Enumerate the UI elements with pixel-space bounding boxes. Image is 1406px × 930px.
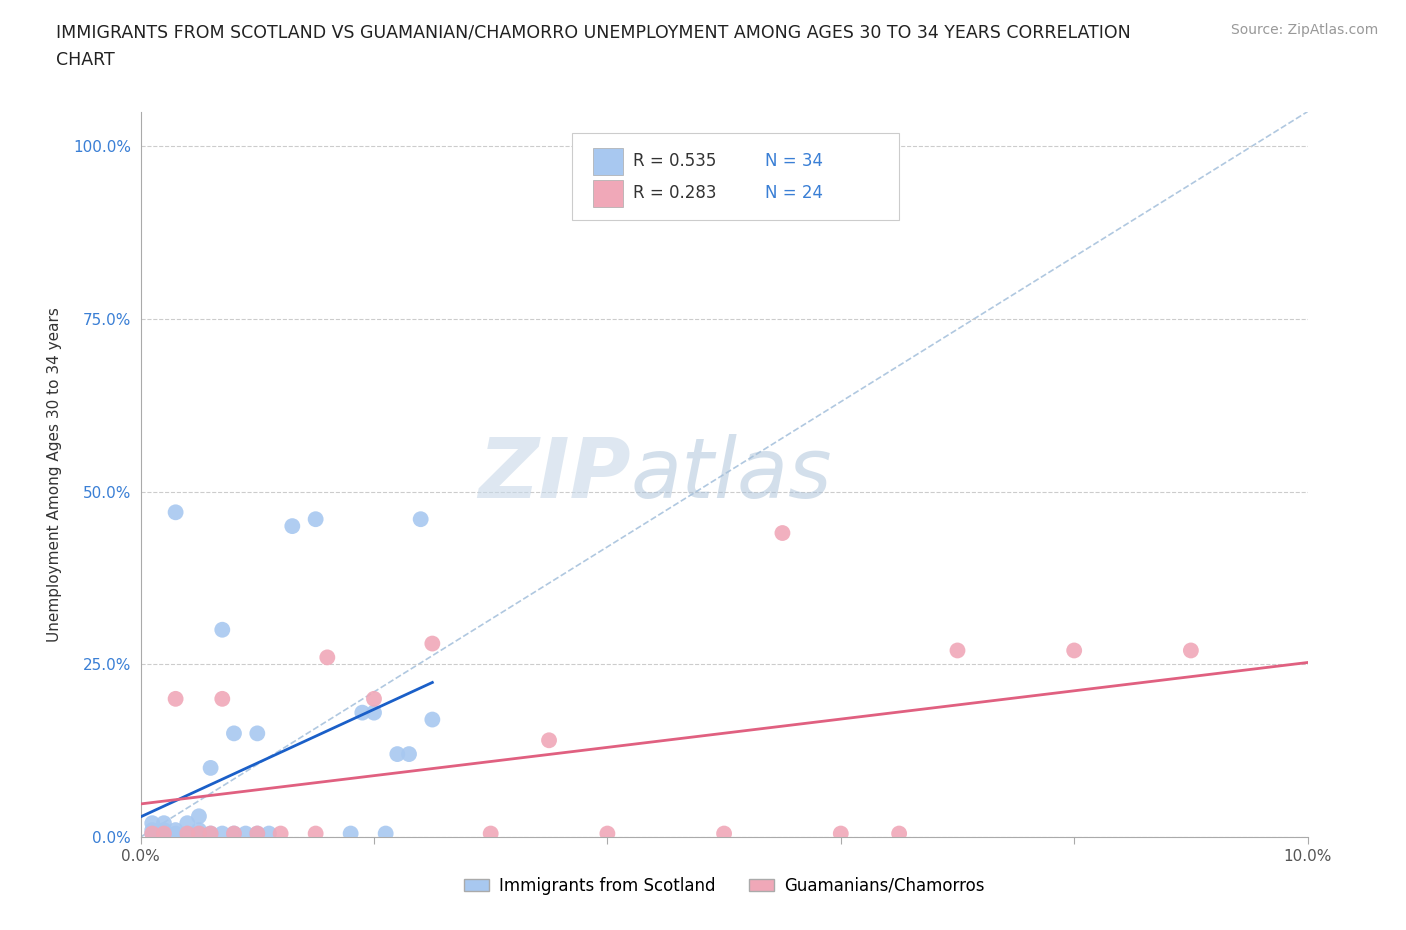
Point: [363, 691, 385, 706]
Point: [422, 636, 444, 651]
Point: [305, 826, 328, 841]
Point: [211, 691, 233, 706]
Text: atlas: atlas: [631, 433, 832, 515]
Point: [165, 691, 187, 706]
Point: [235, 826, 257, 841]
Point: [387, 747, 409, 762]
Point: [538, 733, 561, 748]
Point: [176, 826, 198, 841]
Point: [374, 826, 396, 841]
Point: [200, 826, 222, 841]
Point: [339, 826, 361, 841]
Legend: Immigrants from Scotland, Guamanians/Chamorros: Immigrants from Scotland, Guamanians/Cha…: [457, 870, 991, 901]
Point: [305, 512, 328, 526]
Point: [409, 512, 432, 526]
Point: [1063, 643, 1085, 658]
Point: [141, 823, 163, 838]
Point: [222, 826, 245, 841]
Point: [246, 826, 269, 841]
Point: [141, 816, 163, 830]
Point: [200, 761, 222, 776]
FancyBboxPatch shape: [593, 148, 623, 176]
Text: CHART: CHART: [56, 51, 115, 69]
Point: [246, 826, 269, 841]
Point: [246, 726, 269, 741]
Point: [141, 826, 163, 841]
Point: [153, 823, 176, 838]
Point: [165, 505, 187, 520]
Point: [889, 826, 911, 841]
Point: [211, 622, 233, 637]
Point: [596, 826, 619, 841]
Point: [398, 747, 420, 762]
Point: [165, 826, 187, 841]
Point: [200, 826, 222, 841]
Point: [363, 705, 385, 720]
Point: [270, 826, 292, 841]
Point: [352, 705, 374, 720]
Text: R = 0.283: R = 0.283: [633, 184, 717, 202]
FancyBboxPatch shape: [593, 179, 623, 207]
Point: [772, 525, 794, 540]
Text: IMMIGRANTS FROM SCOTLAND VS GUAMANIAN/CHAMORRO UNEMPLOYMENT AMONG AGES 30 TO 34 : IMMIGRANTS FROM SCOTLAND VS GUAMANIAN/CH…: [56, 23, 1130, 41]
Point: [188, 826, 211, 841]
Point: [713, 826, 735, 841]
Point: [141, 826, 163, 841]
Point: [176, 816, 198, 830]
Point: [153, 826, 176, 841]
FancyBboxPatch shape: [572, 133, 900, 220]
Point: [281, 519, 304, 534]
Y-axis label: Unemployment Among Ages 30 to 34 years: Unemployment Among Ages 30 to 34 years: [46, 307, 62, 642]
Point: [222, 826, 245, 841]
Point: [153, 826, 176, 841]
Point: [830, 826, 852, 841]
Point: [188, 826, 211, 841]
Point: [176, 826, 198, 841]
Point: [165, 823, 187, 838]
Point: [188, 809, 211, 824]
Point: [1180, 643, 1202, 658]
Text: Source: ZipAtlas.com: Source: ZipAtlas.com: [1230, 23, 1378, 37]
Point: [946, 643, 969, 658]
Point: [422, 712, 444, 727]
Text: ZIP: ZIP: [478, 433, 631, 515]
Point: [257, 826, 280, 841]
Point: [222, 726, 245, 741]
Point: [188, 823, 211, 838]
Point: [479, 826, 502, 841]
Text: R = 0.535: R = 0.535: [633, 152, 717, 170]
Text: N = 24: N = 24: [765, 184, 823, 202]
Point: [211, 826, 233, 841]
Text: N = 34: N = 34: [765, 152, 823, 170]
Point: [153, 816, 176, 830]
Point: [316, 650, 339, 665]
